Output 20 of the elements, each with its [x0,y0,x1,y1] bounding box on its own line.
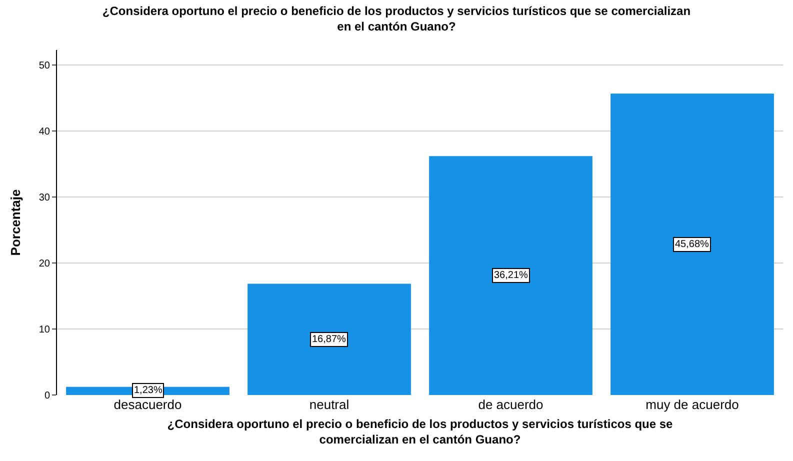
y-tick-label: 20 [38,258,50,270]
y-tick-label: 30 [38,192,50,204]
y-axis-title: Porcentaje [8,189,23,256]
y-tick-label: 0 [44,390,50,402]
data-label: 45,68% [675,239,710,250]
x-tick-label: muy de acuerdo [646,397,739,412]
x-tick-label: desacuerdo [114,397,182,412]
y-tick-label: 50 [38,60,50,72]
data-label: 36,21% [494,270,528,281]
x-tick-label: neutral [309,397,350,412]
bar [429,156,592,395]
bar [248,284,411,395]
bar [610,94,774,395]
data-label: 1,23% [134,385,162,396]
x-tick-label: de acuerdo [478,397,544,412]
x-axis-title: ¿Considera oportuno el precio o beneficio de los productos y servicios turísticos que se comercializan en el cantón Guano? [167,416,674,446]
y-tick-label: 10 [38,324,50,336]
data-label: 16,87% [312,334,346,345]
chart-title: ¿Considera oportuno el precio o beneficio de los productos y servicios turísticos que se comercializan en el cantón Guano? [102,4,691,34]
y-tick-label: 40 [38,126,50,138]
